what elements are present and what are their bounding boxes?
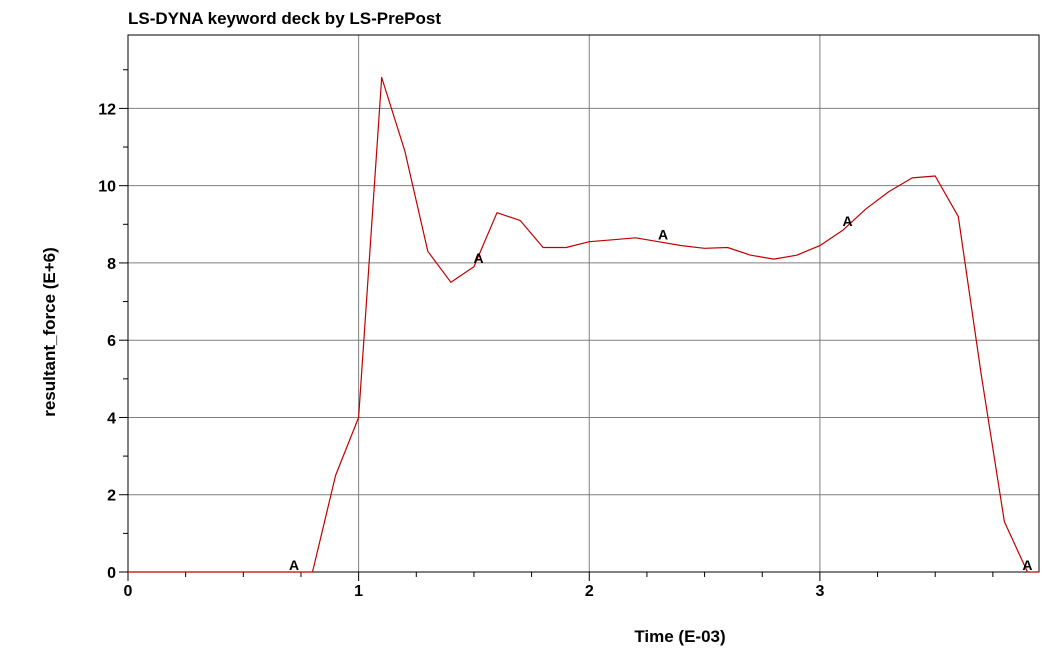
y-tick-label: 10	[98, 179, 116, 196]
series-marker: A	[473, 250, 483, 266]
y-tick-label: 4	[107, 410, 116, 427]
series-layer	[128, 76, 1039, 573]
x-tick-label: 0	[124, 583, 133, 600]
y-tick-label: 2	[107, 488, 116, 505]
x-tick-label: 3	[815, 583, 824, 600]
plot-frame	[127, 34, 1040, 573]
chart-title: LS-DYNA keyword deck by LS-PrePost	[128, 9, 441, 28]
x-axis-label: Time (E-03)	[634, 627, 725, 646]
x-tick-label: 1	[354, 583, 363, 600]
series-marker: A	[658, 227, 668, 243]
y-tick-label: 0	[107, 565, 116, 582]
grid	[128, 35, 1039, 572]
axis-ticks	[119, 69, 994, 581]
marker-layer: A A A A A	[289, 213, 1033, 573]
series-line	[128, 76, 1039, 573]
y-axis-label: resultant_force (E+6)	[40, 247, 59, 417]
series-marker: A	[843, 213, 853, 229]
series-marker: A	[289, 557, 299, 573]
series-marker: A	[1022, 557, 1032, 573]
y-tick-label: 6	[107, 333, 116, 350]
x-tick-label: 2	[585, 583, 594, 600]
y-tick-label: 8	[107, 256, 116, 273]
y-tick-label: 12	[98, 101, 116, 118]
